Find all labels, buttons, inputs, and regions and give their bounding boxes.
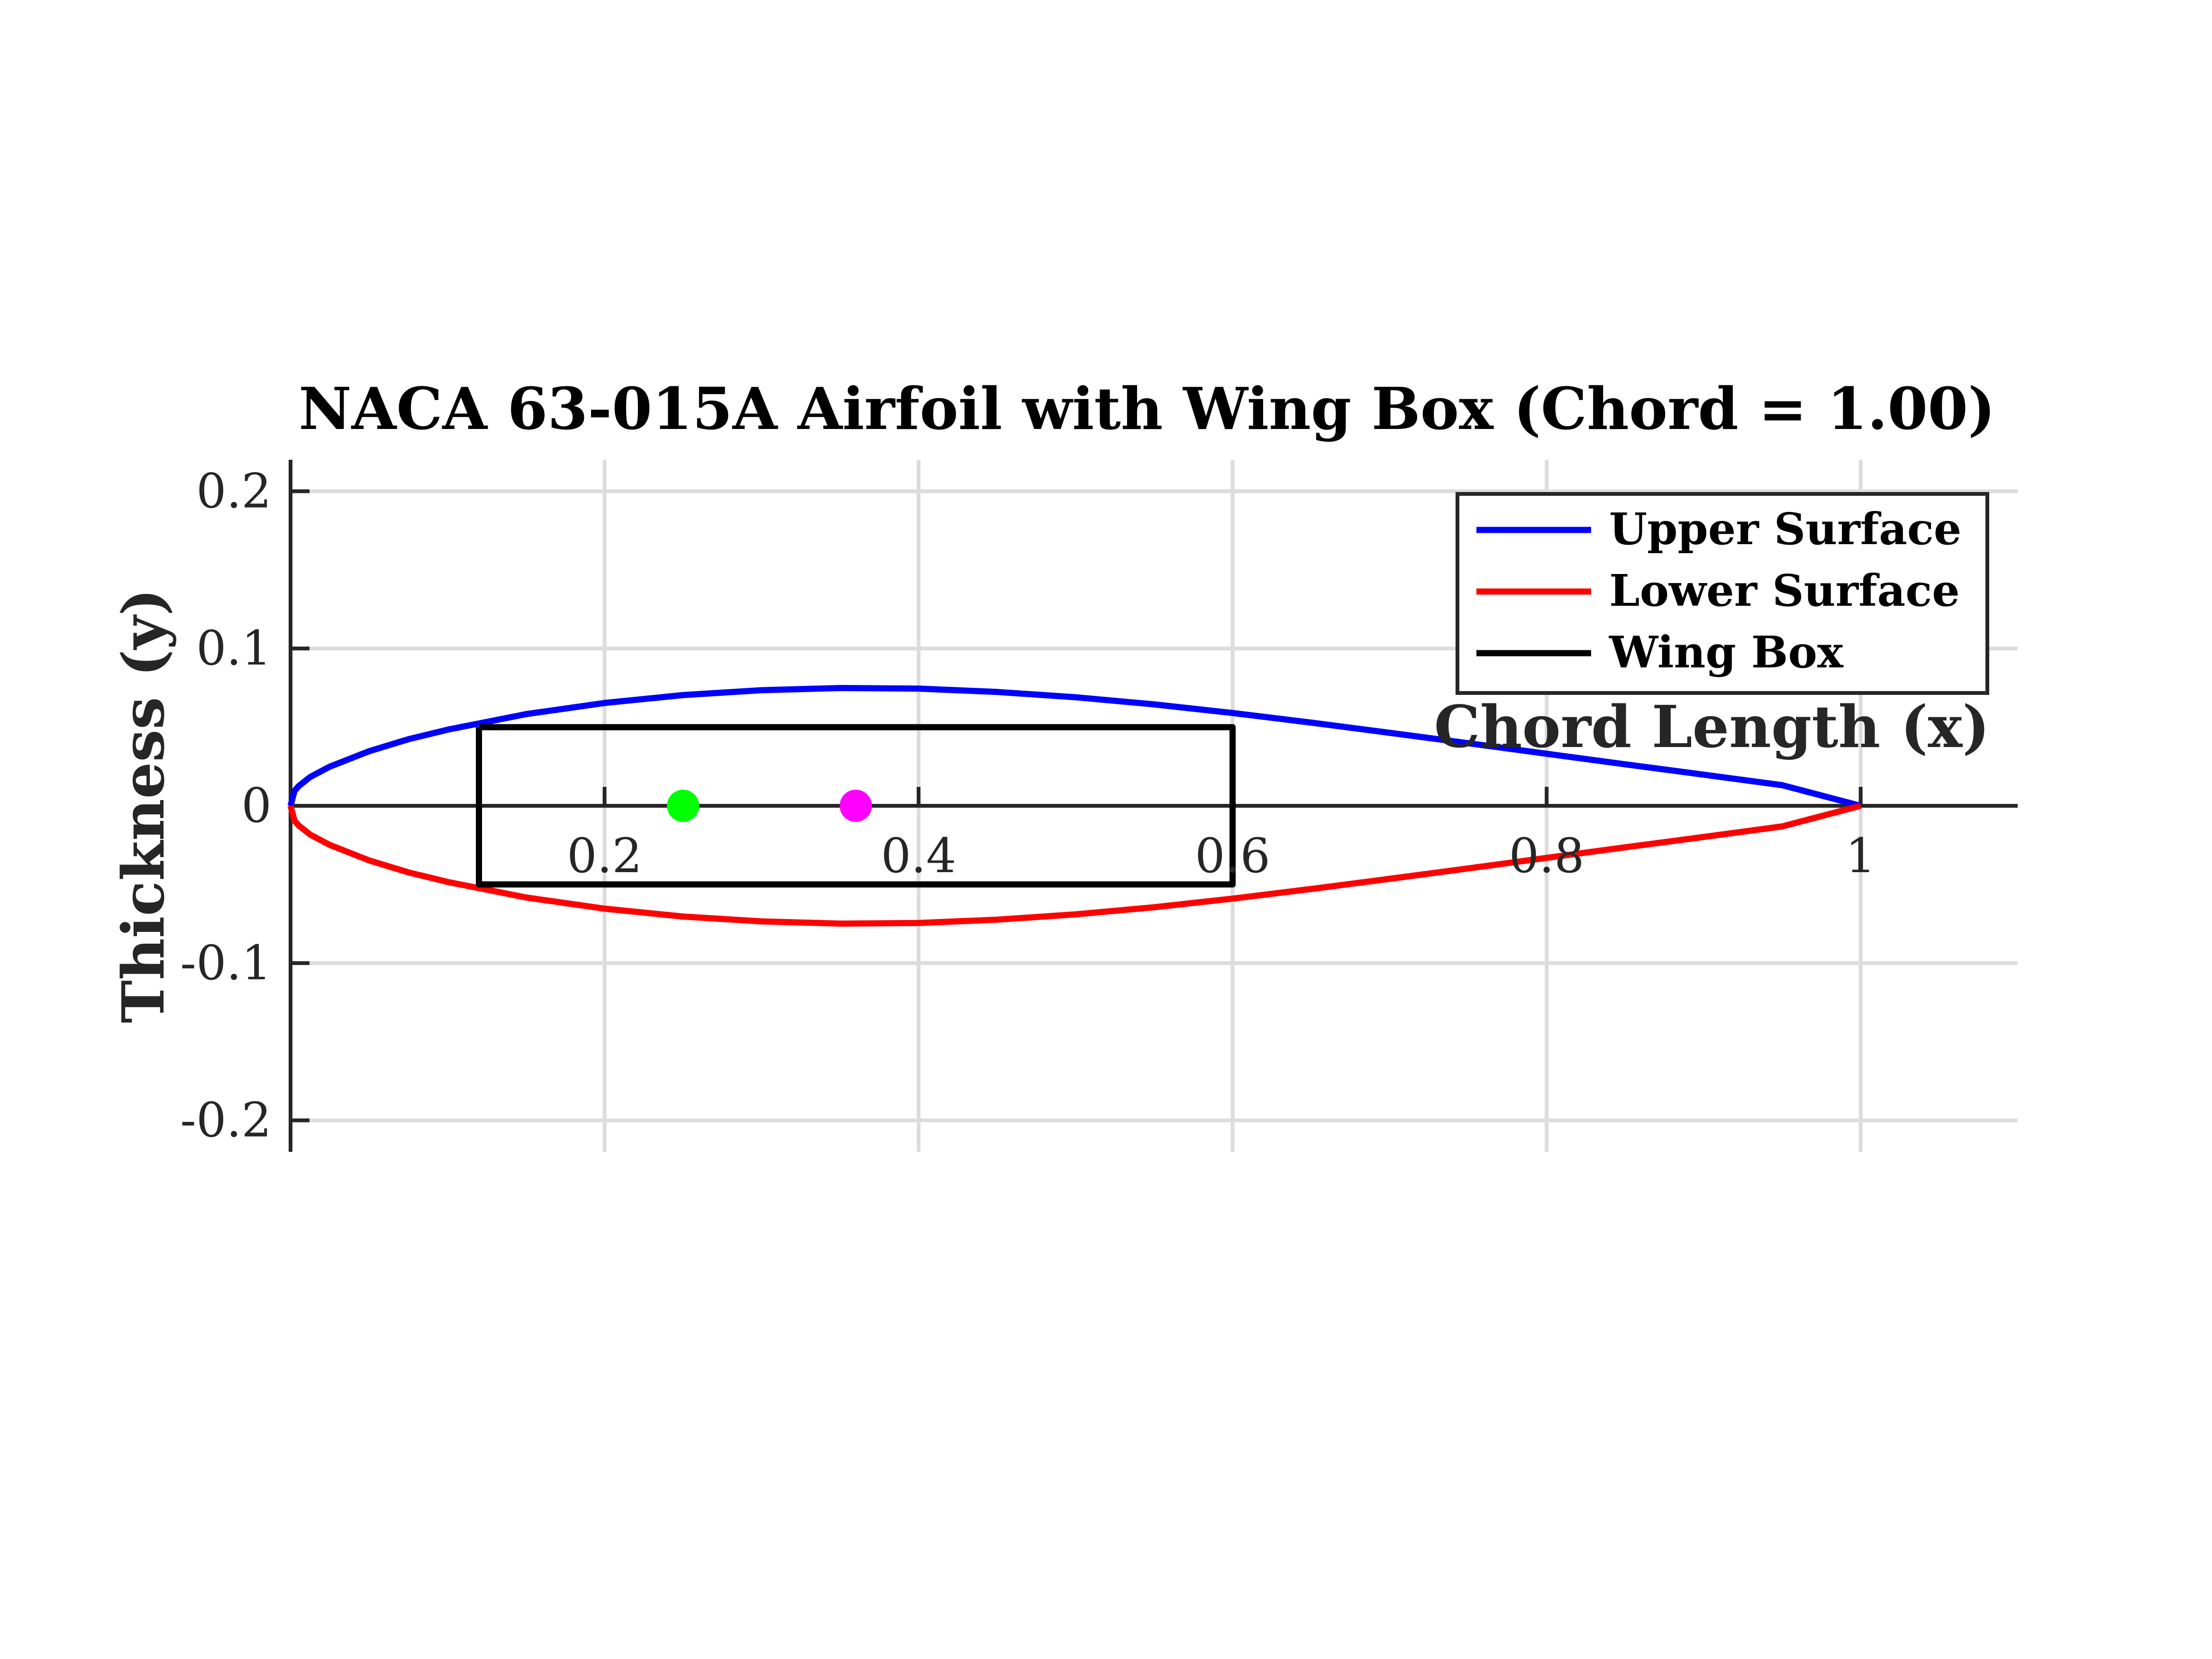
data-point-marker [667, 790, 700, 822]
y-tick-label: 0.2 [196, 463, 272, 519]
data-markers [667, 790, 872, 822]
y-tick-label: -0.1 [180, 935, 272, 991]
data-point-marker [839, 790, 872, 822]
data-series [287, 685, 1862, 927]
y-axis-label: Thickness (y) [109, 588, 177, 1023]
x-axis-label: Chord Length (x) [1434, 693, 1990, 761]
upper-surface-line [287, 685, 1862, 809]
x-tick-label: 0.4 [881, 828, 956, 884]
y-tick-label: -0.2 [180, 1093, 272, 1148]
chart-title: NACA 63-015A Airfoil with Wing Box (Chor… [299, 374, 1995, 443]
x-tick-label: 0.6 [1195, 828, 1270, 884]
x-tick-label: 1 [1846, 828, 1876, 884]
x-tick-label: 0.2 [567, 828, 642, 884]
legend-label: Wing Box [1609, 627, 1844, 678]
legend-label: Lower Surface [1609, 565, 1960, 616]
y-tick-label: 0.1 [196, 620, 272, 676]
tick-labels: 0.2 0.4 0.6 0.8 1 0.2 0.1 0 -0.1 -0.2 [180, 463, 1875, 1148]
y-tick-label: 0 [241, 778, 272, 833]
wing-box-line [476, 724, 1236, 888]
lower-surface-line [287, 802, 1862, 927]
legend: Upper Surface Lower Surface Wing Box [1456, 492, 1989, 695]
legend-label: Upper Surface [1609, 503, 1961, 555]
x-tick-label: 0.8 [1509, 828, 1584, 884]
